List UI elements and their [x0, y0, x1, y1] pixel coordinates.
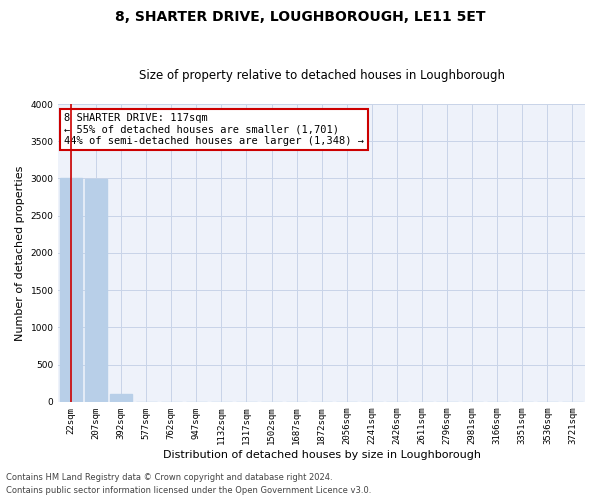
Title: Size of property relative to detached houses in Loughborough: Size of property relative to detached ho…	[139, 69, 505, 82]
Bar	[60, 178, 82, 402]
Text: 8 SHARTER DRIVE: 117sqm
← 55% of detached houses are smaller (1,701)
44% of semi: 8 SHARTER DRIVE: 117sqm ← 55% of detache…	[64, 113, 364, 146]
Y-axis label: Number of detached properties: Number of detached properties	[15, 166, 25, 340]
Bar	[110, 394, 132, 402]
Text: 8, SHARTER DRIVE, LOUGHBOROUGH, LE11 5ET: 8, SHARTER DRIVE, LOUGHBOROUGH, LE11 5ET	[115, 10, 485, 24]
Bar	[85, 179, 107, 402]
Text: Contains HM Land Registry data © Crown copyright and database right 2024.
Contai: Contains HM Land Registry data © Crown c…	[6, 474, 371, 495]
X-axis label: Distribution of detached houses by size in Loughborough: Distribution of detached houses by size …	[163, 450, 481, 460]
